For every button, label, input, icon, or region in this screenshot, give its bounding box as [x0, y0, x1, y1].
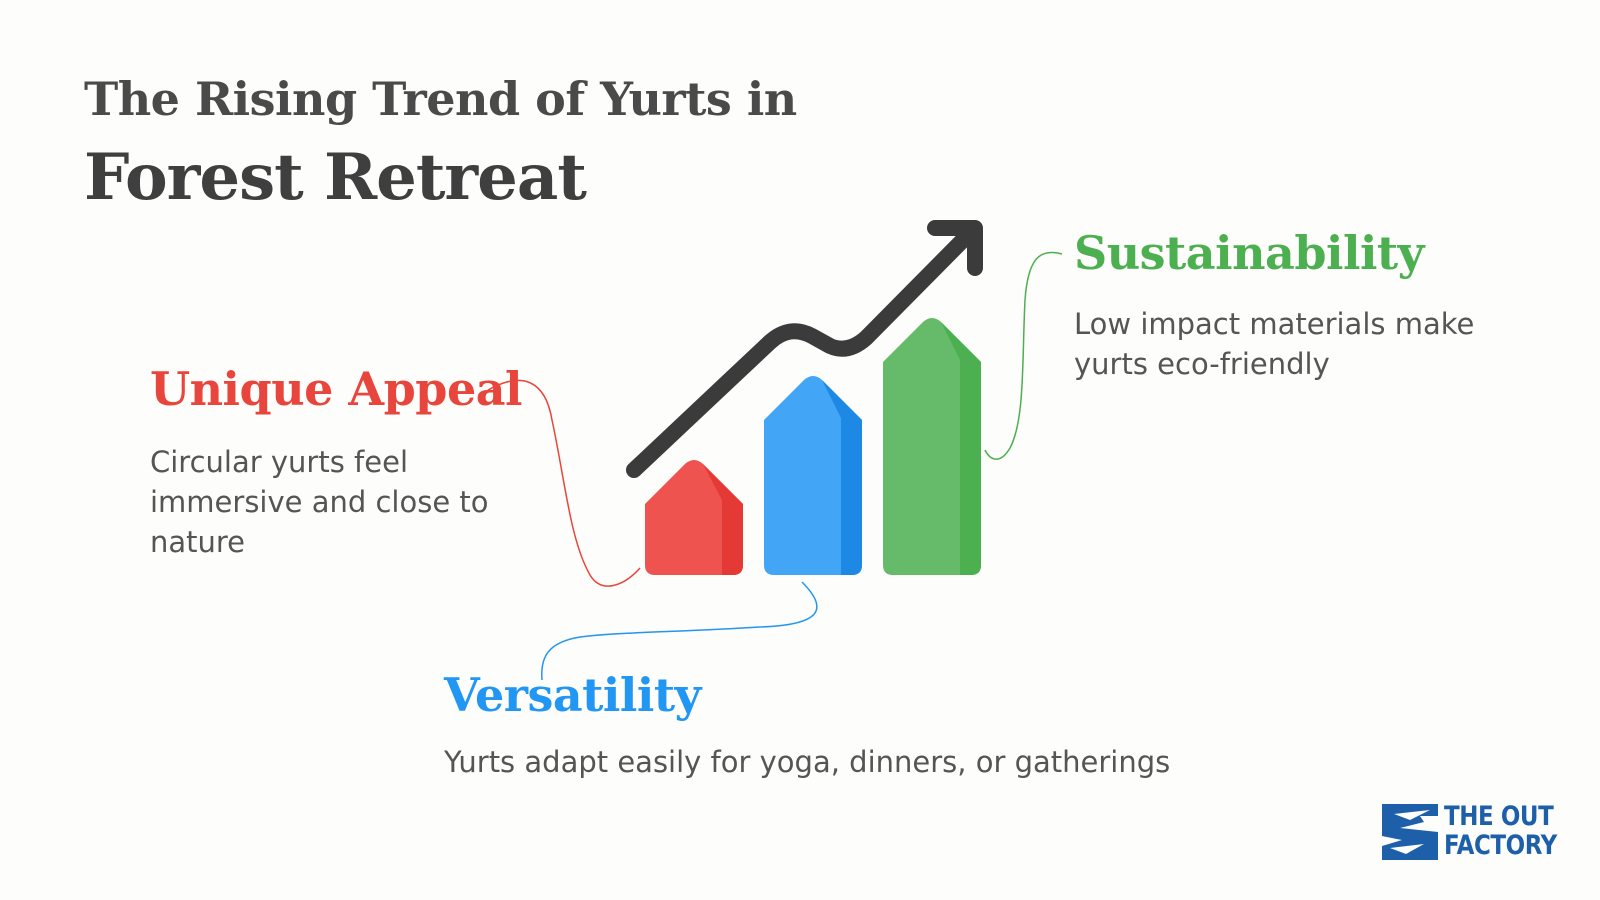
blue-house-bar-icon: [764, 376, 862, 575]
red-house-bar-icon: [645, 460, 743, 575]
logo-flag-icon: [1382, 804, 1438, 860]
sustainability-connector: [984, 251, 1063, 460]
green-house-bar-icon: [883, 318, 981, 575]
versatility-description: Yurts adapt easily for yoga, dinners, or…: [444, 745, 1171, 779]
logo-line-1: THE OUT: [1444, 801, 1554, 832]
the-out-factory-logo: THE OUT FACTORY: [1380, 802, 1570, 862]
versatility-heading: Versatility: [444, 668, 701, 722]
sustainability-description: Low impact materials make yurts eco-frie…: [1074, 307, 1475, 381]
title-line-2: Forest Retreat: [84, 140, 587, 215]
unique-appeal-heading: Unique Appeal: [150, 362, 523, 416]
title-line-1: The Rising Trend of Yurts in: [84, 72, 797, 126]
sustainability-heading: Sustainability: [1074, 226, 1424, 280]
unique-appeal-connector: [487, 379, 641, 587]
versatility-connector: [541, 581, 818, 681]
unique-appeal-description: Circular yurts feel immersive and close …: [150, 445, 489, 559]
trend-arrow-icon: [626, 220, 983, 478]
logo-line-2: FACTORY: [1444, 830, 1557, 861]
